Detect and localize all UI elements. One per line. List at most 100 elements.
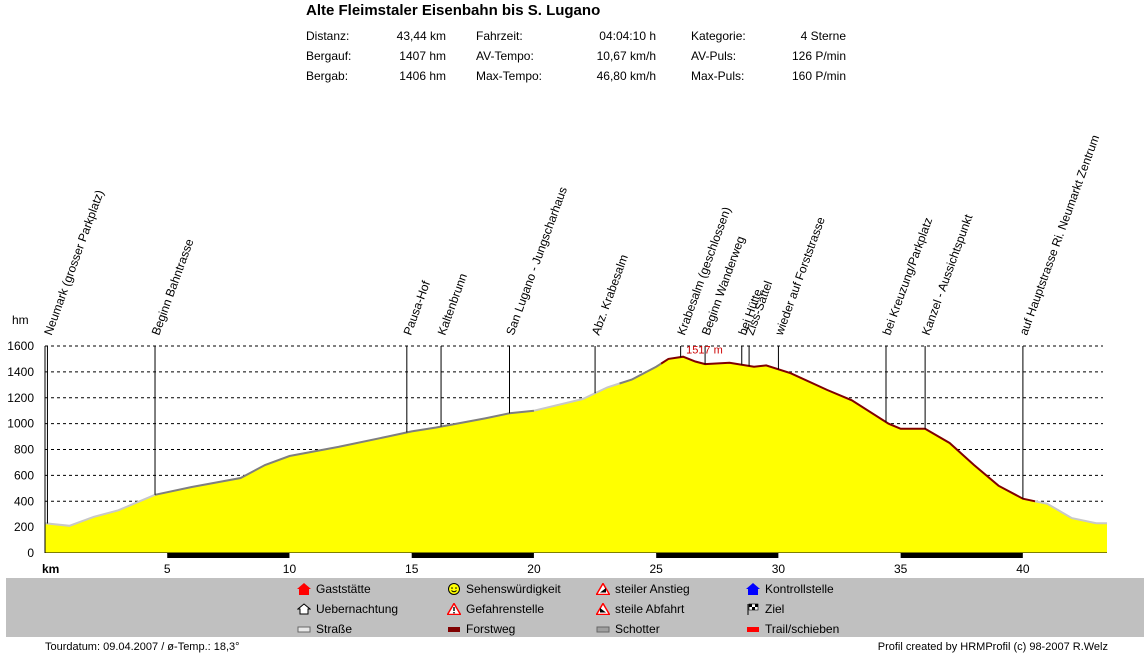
road-swatch-icon — [297, 623, 311, 635]
waypoint-label: Abz. Krabesalm — [589, 253, 631, 337]
stat-label-kategorie: Kategorie: — [691, 29, 746, 43]
legend-item-ziel: Ziel — [746, 602, 784, 616]
surface-outline — [44, 355, 1107, 527]
stat-value-fahrzeit: 04:04:10 h — [599, 29, 656, 43]
warning-up-icon — [595, 582, 611, 596]
trail-swatch-icon — [746, 623, 760, 635]
x-tick-label: 10 — [283, 562, 297, 576]
x-tick-label: 35 — [894, 562, 908, 576]
elevation-area — [45, 356, 1107, 553]
checkered-flag-icon — [746, 603, 760, 615]
footer-tour-info: Tourdatum: 09.04.2007 / ø-Temp.: 18,3° — [45, 641, 240, 653]
stat-label-bergab: Bergab: — [306, 69, 349, 83]
stat-value-distanz: 43,44 km — [396, 29, 446, 43]
scale-bar-segment — [411, 553, 534, 558]
scale-bar-segment — [778, 553, 901, 558]
stat-label-distanz: Distanz: — [306, 29, 350, 43]
warning-down-icon — [595, 602, 611, 616]
stat-label-max-tempo: Max-Tempo: — [476, 69, 543, 83]
house-blue-icon — [746, 583, 760, 595]
stat-value-max-tempo: 46,80 km/h — [596, 69, 656, 83]
surface-segment — [660, 355, 1036, 503]
surface-segment — [619, 362, 662, 385]
x-axis-label: km — [42, 562, 59, 576]
legend-label: Sehenswürdigkeit — [466, 582, 561, 596]
house-red-icon — [297, 583, 311, 595]
waypoint-label: Beginn Bahntrasse — [149, 237, 197, 337]
legend-label: Trail/schieben — [765, 622, 840, 636]
scale-bar-segment — [656, 553, 779, 558]
legend-item-strasse: Straße — [297, 622, 352, 636]
legend-label: Gefahrenstelle — [466, 602, 545, 616]
forest-road-swatch-icon — [447, 623, 461, 635]
surface-segment — [1034, 500, 1107, 525]
legend-label: Forstweg — [466, 622, 516, 636]
x-tick-label: 20 — [527, 562, 541, 576]
waypoint-label: wieder auf Forststrasse — [772, 215, 828, 338]
scale-bar-segment — [1022, 553, 1107, 558]
axes: 0 200 400 600 800 1000 1200 1400 1600 5 10 15 20 25 30… — [7, 339, 1107, 576]
legend-item-schotter: Schotter — [596, 622, 660, 636]
stat-label-av-tempo: AV-Tempo: — [476, 49, 534, 63]
scale-bar-segment — [289, 553, 412, 558]
legend-item-steile-abfahrt: steile Abfahrt — [595, 602, 685, 616]
stat-value-av-tempo: 10,67 km/h — [596, 49, 656, 63]
elevation-profile-chart: Neumark (grosser Parkplatz) Beginn Bahntr… — [7, 133, 1107, 576]
smiley-icon — [447, 583, 461, 595]
y-tick-label: 200 — [14, 520, 34, 534]
legend-label: Ziel — [765, 602, 785, 616]
scale-bar-segment — [900, 553, 1023, 558]
chart-title: Alte Fleimstaler Eisenbahn bis S. Lugano — [306, 2, 601, 19]
x-tick-label: 15 — [405, 562, 419, 576]
waypoint-label: Pausa-Hof — [400, 278, 433, 337]
y-axis-label: hm — [12, 313, 29, 327]
legend-label: Schotter — [615, 622, 660, 636]
footer-credit: Profil created by HRMProfil (c) 98-2007 … — [877, 641, 1108, 653]
legend-item-sehenswuerdigkeit: Sehenswürdigkeit — [447, 582, 561, 596]
legend-label: steile Abfahrt — [615, 602, 685, 616]
legend-item-uebernachtung: Uebernachtung — [296, 602, 399, 616]
legend-label: Gaststätte — [316, 582, 371, 596]
house-outline-icon — [296, 603, 312, 615]
y-tick-label: 600 — [14, 468, 34, 482]
legend-item-gaststaette: Gaststätte — [297, 582, 371, 596]
legend-label: Kontrollstelle — [765, 582, 834, 596]
stat-label-max-puls: Max-Puls: — [691, 69, 745, 83]
legend-item-gefahrenstelle: Gefahrenstelle — [446, 602, 545, 616]
y-tick-label: 1200 — [7, 391, 34, 405]
legend-item-kontrollstelle: Kontrollstelle — [746, 582, 834, 596]
waypoint-label: Kaltenbrunn — [435, 271, 470, 337]
legend-item-trail: Trail/schieben — [746, 622, 839, 636]
y-tick-label: 400 — [14, 494, 34, 508]
stat-value-max-puls: 160 P/min — [791, 69, 846, 83]
stat-label-bergauf: Bergauf: — [306, 49, 352, 63]
warning-exclamation-icon — [446, 602, 462, 616]
stat-label-fahrzeit: Fahrzeit: — [476, 29, 523, 43]
scale-bar-segment — [533, 553, 657, 558]
y-tick-label: 1000 — [7, 417, 34, 431]
waypoint-label: auf Hauptstrasse Ri. Neumarkt Zentrum — [1017, 133, 1103, 337]
scale-bar-segment — [45, 553, 168, 558]
stat-label-av-puls: AV-Puls: — [691, 49, 737, 63]
y-tick-label: 800 — [14, 443, 34, 457]
stat-value-bergab: 1406 hm — [399, 69, 446, 83]
surface-segment — [154, 409, 535, 496]
legend-item-forstweg: Forstweg — [447, 622, 515, 636]
y-tick-label: 1600 — [7, 339, 34, 353]
legend: Gaststätte Uebernachtung Straße Sehenswü… — [6, 578, 1144, 637]
surface-segment — [44, 493, 156, 527]
legend-label: Uebernachtung — [316, 602, 399, 616]
waypoint-label: Neumark (grosser Parkplatz) — [41, 188, 107, 337]
x-tick-label: 25 — [650, 562, 664, 576]
stat-value-av-puls: 126 P/min — [791, 49, 846, 63]
legend-item-steiler-anstieg: steiler Anstieg — [595, 582, 690, 596]
stat-value-kategorie: 4 Sterne — [800, 29, 846, 43]
waypoint-label: San Lugano - Jungscharhaus — [503, 185, 570, 337]
stat-value-bergauf: 1407 hm — [399, 49, 446, 63]
gravel-swatch-icon — [596, 623, 610, 635]
scale-bar-segment — [167, 553, 290, 558]
x-tick-label: 40 — [1016, 562, 1030, 576]
max-elevation-label: 1517 m — [686, 345, 723, 357]
y-tick-label: 1400 — [7, 365, 34, 379]
x-tick-label: 30 — [772, 562, 786, 576]
